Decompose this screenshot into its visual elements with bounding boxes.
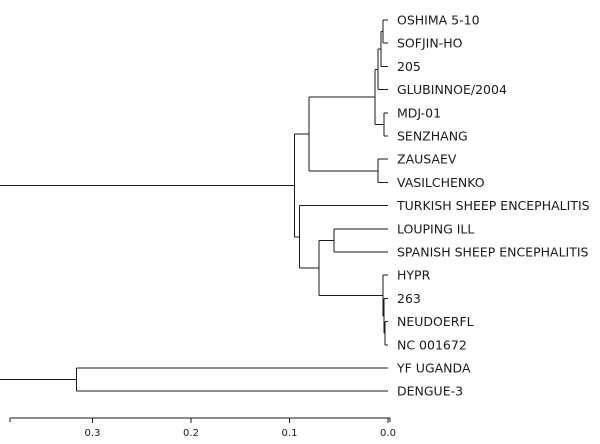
leaf-label: SOFJIN-HO — [397, 36, 463, 51]
leaf-labels: OSHIMA 5-10 SOFJIN-HO 205 GLUBINNOE/2004 MDJ… — [396, 13, 590, 399]
leaf-label: 205 — [397, 59, 421, 74]
leaf-label: SPANISH SHEEP ENCEPHALITIS — [397, 245, 589, 260]
axis-tick-label: 0.0 — [380, 428, 396, 439]
leaf-label: NC 001672 — [397, 337, 467, 352]
leaf-label: HYPR — [397, 268, 431, 283]
axis-tick-label: 0.2 — [183, 428, 199, 439]
axis-tick-label: 0.1 — [282, 428, 298, 439]
leaf-label: TURKISH SHEEP ENCEPHALITIS — [396, 198, 590, 213]
leaf-label: VASILCHENKO — [397, 175, 485, 190]
leaf-label: 263 — [397, 291, 421, 306]
leaf-label: DENGUE-3 — [397, 384, 463, 399]
leaf-label: YF UGANDA — [396, 361, 471, 376]
leaf-label: ZAUSAEV — [397, 152, 457, 167]
axis-tick-label: 0.3 — [85, 428, 101, 439]
leaf-label: SENZHANG — [397, 129, 468, 144]
leaf-label: MDJ-01 — [397, 105, 441, 120]
leaf-label: OSHIMA 5-10 — [397, 13, 480, 28]
leaf-label: GLUBINNOE/2004 — [397, 82, 507, 97]
tree-branches — [0, 19, 388, 392]
leaf-label: NEUDOERFL — [397, 314, 474, 329]
distance-scale-axis: 0.3 0.2 0.1 0.0 — [9, 417, 396, 439]
leaf-label: LOUPING ILL — [397, 221, 474, 236]
